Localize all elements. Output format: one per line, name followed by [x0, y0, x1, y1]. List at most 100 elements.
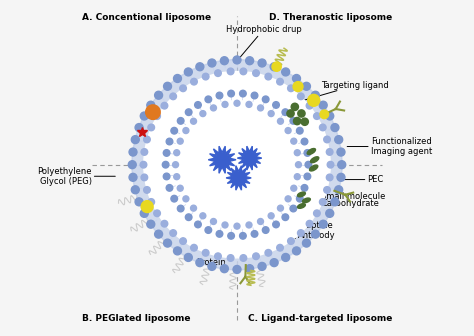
Circle shape: [291, 103, 299, 111]
Circle shape: [174, 174, 180, 180]
Circle shape: [205, 96, 211, 102]
Text: Targeting ligand: Targeting ligand: [301, 81, 389, 101]
Circle shape: [173, 162, 179, 168]
Circle shape: [215, 253, 221, 259]
Circle shape: [265, 73, 272, 80]
Circle shape: [288, 238, 294, 244]
Circle shape: [174, 150, 180, 156]
Circle shape: [180, 85, 186, 92]
Circle shape: [135, 198, 143, 206]
Circle shape: [319, 220, 327, 228]
Circle shape: [185, 214, 192, 220]
Circle shape: [268, 213, 274, 219]
Circle shape: [282, 68, 290, 76]
Circle shape: [337, 148, 345, 156]
Circle shape: [263, 227, 269, 234]
Circle shape: [298, 230, 304, 236]
Circle shape: [177, 205, 184, 212]
Text: B. PEGlated liposome: B. PEGlated liposome: [82, 314, 190, 323]
Circle shape: [192, 120, 282, 209]
Circle shape: [208, 262, 216, 270]
Text: Carbohydrate: Carbohydrate: [306, 199, 379, 208]
Circle shape: [210, 105, 217, 111]
Circle shape: [234, 223, 240, 229]
Circle shape: [233, 265, 241, 274]
Circle shape: [141, 201, 153, 213]
Circle shape: [285, 196, 291, 202]
Circle shape: [220, 265, 228, 272]
Text: Antibody: Antibody: [264, 231, 336, 242]
Circle shape: [294, 150, 300, 156]
Text: C. Ligand-targeted liposome: C. Ligand-targeted liposome: [248, 314, 392, 323]
Circle shape: [228, 255, 234, 261]
Circle shape: [140, 112, 148, 120]
Circle shape: [324, 136, 330, 143]
Circle shape: [268, 111, 274, 117]
Ellipse shape: [302, 198, 310, 203]
Circle shape: [161, 220, 168, 227]
Circle shape: [183, 196, 189, 202]
Circle shape: [164, 150, 170, 156]
Text: A. Concentional liposome: A. Concentional liposome: [82, 13, 211, 22]
Circle shape: [183, 128, 189, 133]
Circle shape: [177, 118, 184, 124]
Circle shape: [265, 250, 272, 256]
Circle shape: [282, 214, 289, 220]
Circle shape: [331, 124, 339, 131]
Circle shape: [129, 148, 137, 156]
Circle shape: [141, 174, 148, 181]
Circle shape: [258, 262, 266, 270]
Circle shape: [311, 91, 319, 99]
Ellipse shape: [310, 157, 319, 163]
Circle shape: [228, 90, 235, 97]
Circle shape: [131, 186, 139, 194]
Circle shape: [164, 239, 172, 247]
Circle shape: [180, 238, 186, 244]
Circle shape: [314, 113, 320, 119]
Circle shape: [200, 213, 206, 219]
Circle shape: [148, 124, 155, 131]
Circle shape: [202, 73, 209, 80]
Circle shape: [311, 230, 319, 238]
Circle shape: [239, 90, 246, 97]
Circle shape: [246, 265, 254, 272]
Circle shape: [200, 111, 206, 117]
Circle shape: [282, 109, 289, 116]
Circle shape: [306, 220, 313, 227]
Circle shape: [129, 173, 137, 181]
Circle shape: [191, 205, 197, 211]
Circle shape: [258, 59, 266, 67]
Circle shape: [327, 161, 334, 168]
Circle shape: [185, 109, 192, 116]
Circle shape: [195, 221, 201, 228]
Circle shape: [220, 57, 228, 65]
Circle shape: [173, 247, 182, 255]
Ellipse shape: [310, 165, 318, 171]
Circle shape: [148, 199, 155, 205]
Circle shape: [233, 56, 241, 64]
Circle shape: [184, 253, 192, 261]
Circle shape: [296, 195, 303, 202]
Circle shape: [240, 255, 246, 261]
Text: Protein: Protein: [196, 258, 233, 267]
Circle shape: [171, 127, 178, 134]
Circle shape: [290, 205, 297, 212]
Circle shape: [131, 136, 139, 143]
Circle shape: [196, 259, 204, 266]
Circle shape: [170, 93, 176, 100]
Text: PEC: PEC: [340, 175, 384, 184]
Circle shape: [191, 118, 197, 124]
Circle shape: [285, 128, 291, 133]
Circle shape: [234, 100, 240, 106]
Circle shape: [337, 173, 345, 181]
Circle shape: [205, 227, 211, 234]
Circle shape: [272, 62, 281, 71]
Circle shape: [320, 110, 328, 119]
Circle shape: [270, 63, 278, 71]
Circle shape: [171, 195, 178, 202]
Circle shape: [240, 68, 246, 75]
Circle shape: [263, 96, 269, 102]
Circle shape: [326, 209, 334, 217]
Circle shape: [273, 221, 279, 228]
Circle shape: [216, 230, 223, 237]
